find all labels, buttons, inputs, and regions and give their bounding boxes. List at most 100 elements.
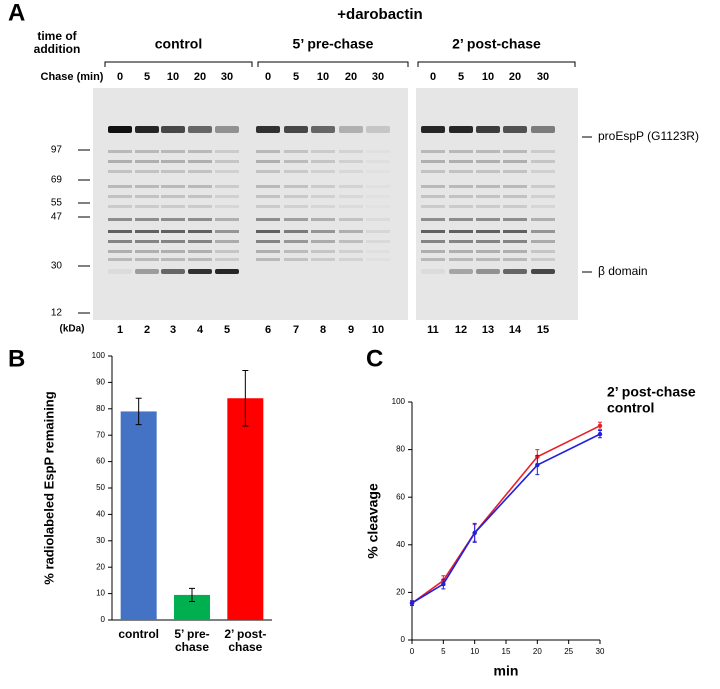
band [188, 170, 212, 173]
band [503, 269, 527, 274]
band [135, 170, 159, 173]
lane-number: 5 [224, 324, 230, 336]
band [161, 170, 185, 173]
band [108, 195, 132, 198]
y-tick-label: 40 [96, 510, 105, 519]
band [284, 230, 308, 233]
band [256, 150, 280, 153]
band [188, 269, 212, 274]
band [188, 126, 212, 133]
band [366, 160, 390, 163]
y-tick-label: 70 [96, 430, 105, 439]
band [108, 218, 132, 221]
band [188, 160, 212, 163]
band [311, 195, 335, 198]
band [188, 150, 212, 153]
chase-header: Chase (min) [41, 71, 104, 83]
band [476, 258, 500, 261]
group-label: control [155, 36, 202, 52]
band [311, 205, 335, 208]
band [476, 269, 500, 274]
y-axis-label: % radiolabeled EspP remaining [41, 391, 56, 584]
band [339, 230, 363, 233]
band [531, 218, 555, 221]
band [284, 150, 308, 153]
x-axis-label: min [494, 663, 519, 679]
gel [93, 88, 408, 320]
band [421, 218, 445, 221]
band [135, 258, 159, 261]
x-tick-label: 10 [470, 647, 479, 656]
gel [416, 88, 578, 320]
band [421, 230, 445, 233]
band [449, 205, 473, 208]
band [311, 258, 335, 261]
bar [227, 398, 264, 620]
band [161, 150, 185, 153]
band [449, 185, 473, 188]
band [503, 195, 527, 198]
band [531, 269, 555, 274]
band [531, 170, 555, 173]
y-tick-label: 60 [396, 492, 405, 501]
band [311, 250, 335, 253]
mw-unit: (kDa) [59, 324, 84, 335]
band [531, 185, 555, 188]
band [161, 160, 185, 163]
legend-label: 2’ post-chase [607, 384, 696, 400]
line [411, 433, 601, 604]
band [339, 160, 363, 163]
lane-number: 2 [144, 324, 150, 336]
y-tick-label: 100 [92, 351, 106, 360]
band [161, 195, 185, 198]
band [421, 258, 445, 261]
band [135, 195, 159, 198]
band [449, 240, 473, 243]
lane-number: 10 [372, 324, 384, 336]
band [188, 250, 212, 253]
band [256, 195, 280, 198]
y-tick-label: 20 [96, 562, 105, 571]
band [284, 160, 308, 163]
band [311, 185, 335, 188]
band [311, 240, 335, 243]
error-bar [189, 587, 195, 603]
chase-time: 5 [293, 71, 299, 83]
x-tick-label: control [118, 627, 159, 641]
band [188, 258, 212, 261]
band [449, 258, 473, 261]
band [476, 250, 500, 253]
lane-number: 13 [482, 324, 494, 336]
band [108, 205, 132, 208]
band [503, 160, 527, 163]
mw-label: 69 [51, 175, 63, 186]
band [256, 170, 280, 173]
band [476, 126, 500, 133]
band [311, 126, 335, 133]
band-label: proEspP (G1123R) [598, 129, 699, 143]
band [476, 160, 500, 163]
band [284, 258, 308, 261]
chase-time: 20 [194, 71, 206, 83]
band [449, 126, 473, 133]
band [503, 250, 527, 253]
chase-time: 5 [458, 71, 464, 83]
band [108, 160, 132, 163]
band [256, 258, 280, 261]
y-tick-label: 50 [96, 483, 105, 492]
chase-time: 20 [345, 71, 357, 83]
chase-time: 30 [537, 71, 549, 83]
band [531, 230, 555, 233]
band [135, 240, 159, 243]
group-label: 5’ pre-chase [293, 36, 374, 52]
band [188, 205, 212, 208]
band [339, 170, 363, 173]
band [421, 205, 445, 208]
band [449, 269, 473, 274]
x-tick-label: 25 [564, 647, 573, 656]
band [188, 230, 212, 233]
band [531, 160, 555, 163]
band [108, 126, 132, 133]
band [284, 218, 308, 221]
